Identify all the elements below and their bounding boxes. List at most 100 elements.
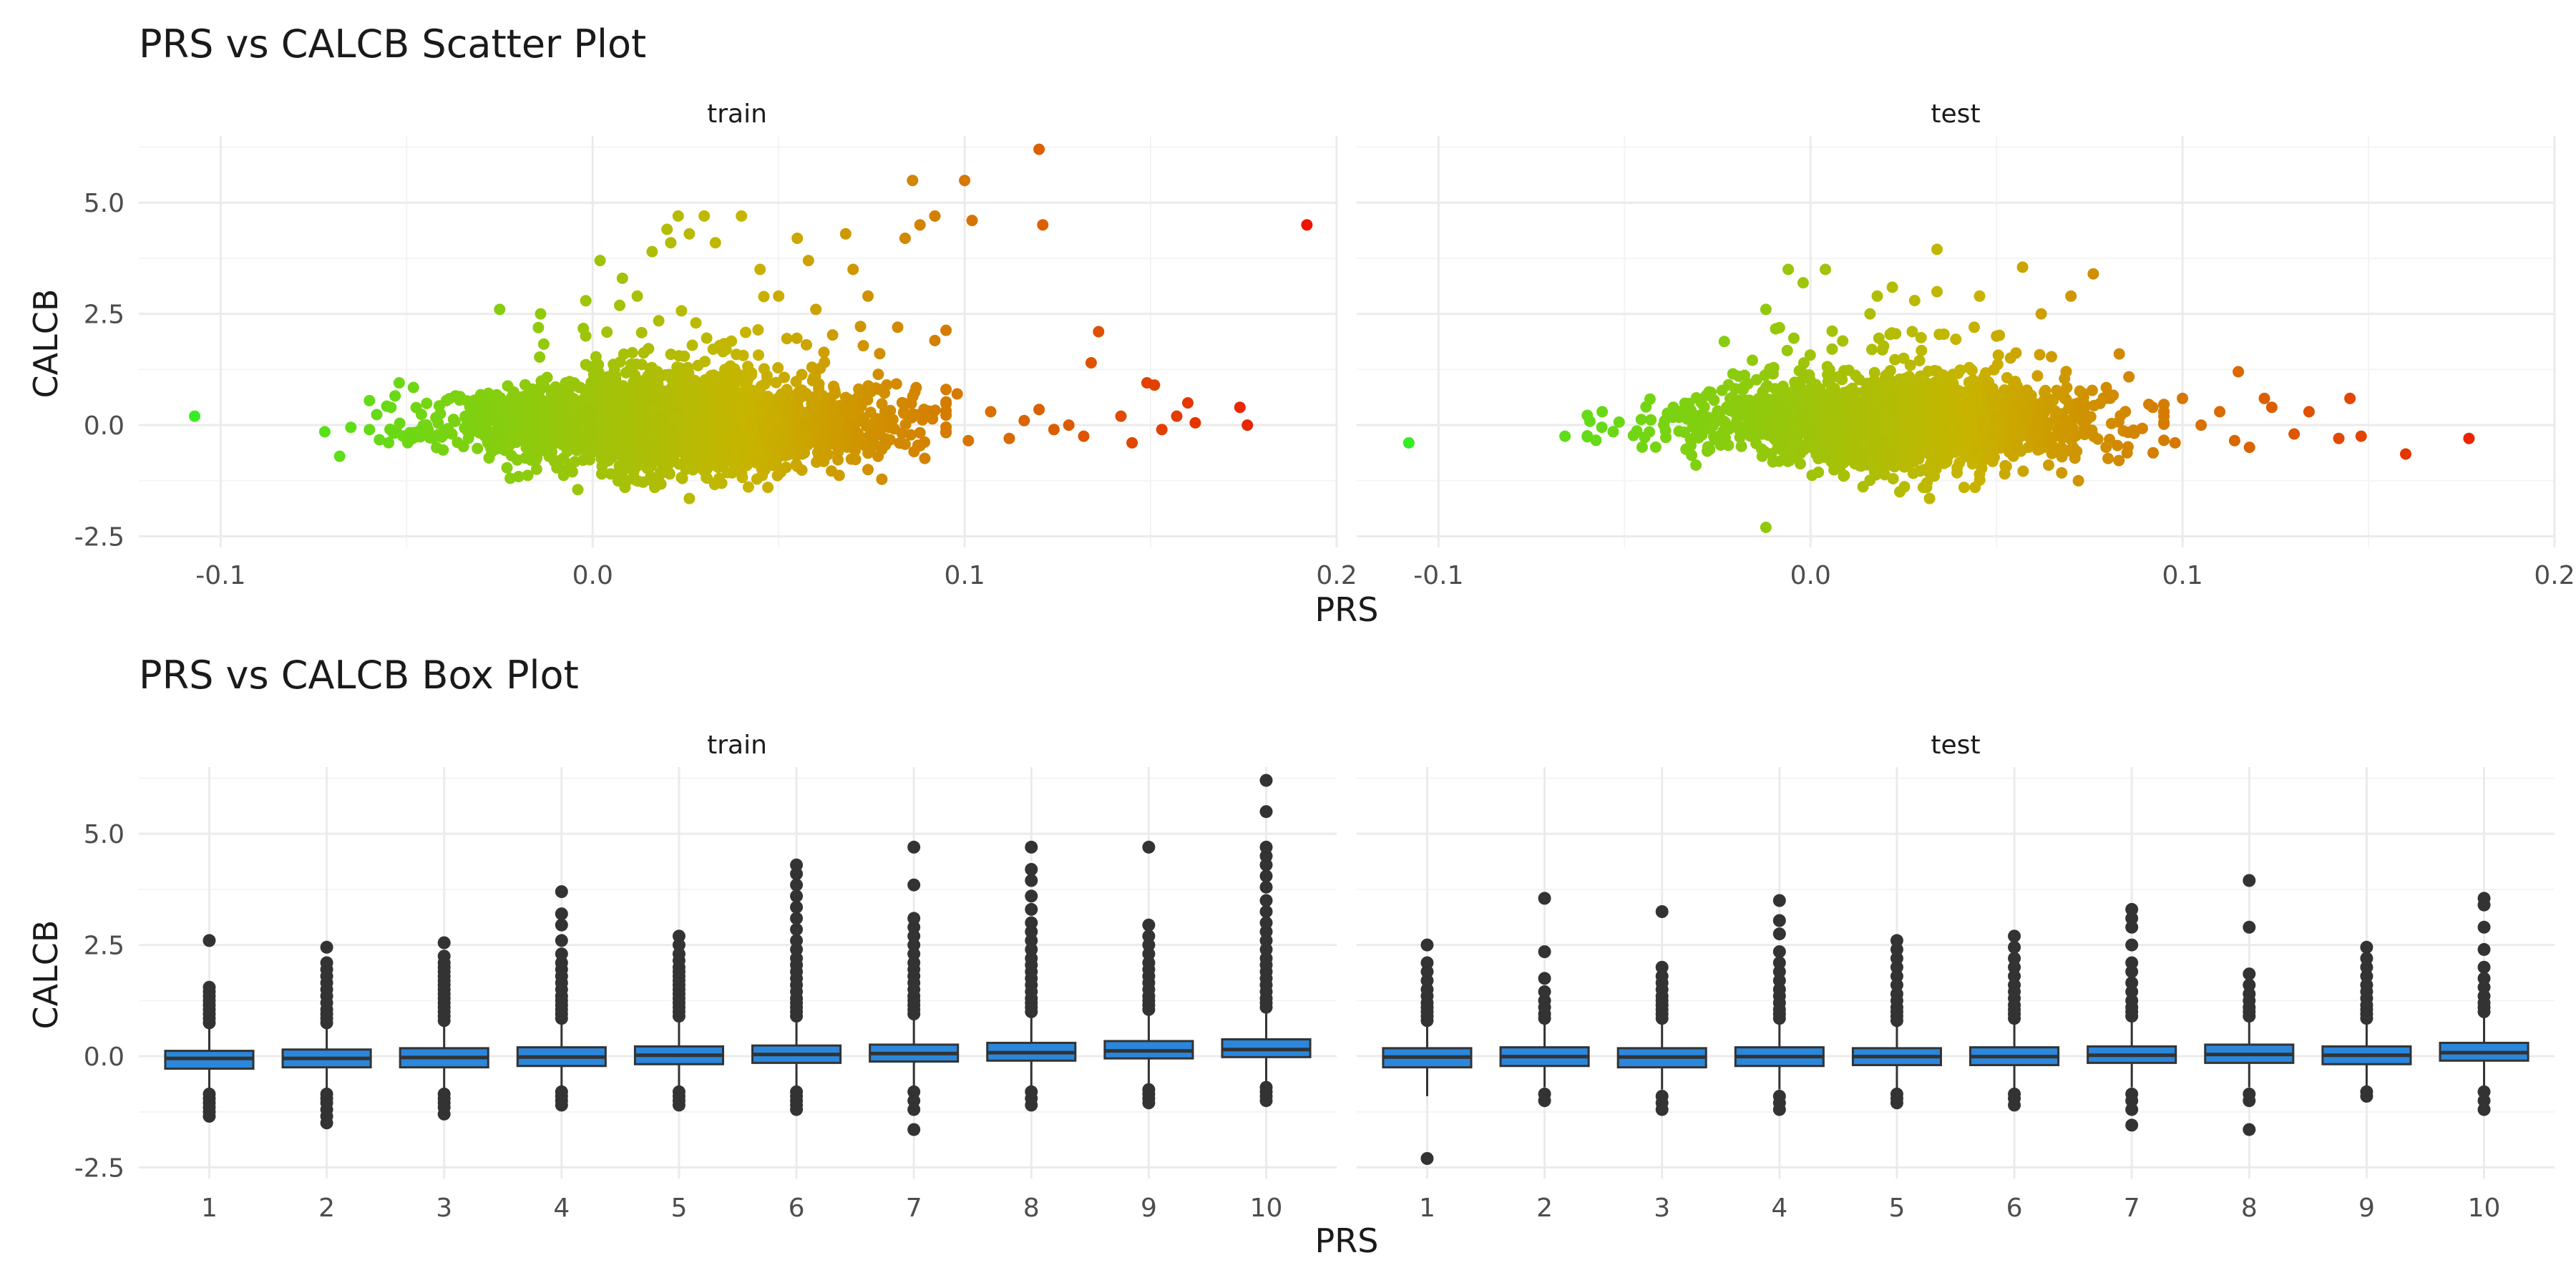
scatter-point bbox=[2078, 398, 2090, 410]
box-outlier bbox=[1259, 1094, 1273, 1108]
scatter-point bbox=[638, 434, 649, 446]
scatter-point bbox=[1926, 398, 1938, 410]
scatter-point bbox=[487, 435, 499, 447]
box-outlier bbox=[1259, 869, 1273, 883]
scatter-point bbox=[1906, 326, 1918, 338]
box-x-tick-label: 10 bbox=[1250, 1194, 1283, 1223]
scatter-point bbox=[535, 442, 547, 454]
scatter-point bbox=[1981, 439, 1992, 452]
box-y-tick-label: 5.0 bbox=[84, 820, 125, 849]
scatter-point bbox=[1078, 430, 1090, 442]
scatter-point bbox=[2113, 454, 2125, 467]
scatter-point bbox=[1863, 419, 1875, 431]
scatter-point bbox=[2034, 419, 2046, 431]
scatter-point bbox=[1738, 381, 1750, 393]
box-outlier bbox=[1025, 840, 1038, 854]
scatter-point bbox=[551, 462, 563, 474]
scatter-point bbox=[879, 433, 892, 445]
scatter-point bbox=[527, 390, 539, 402]
scatter-point bbox=[534, 351, 546, 363]
scatter-point bbox=[1958, 482, 1970, 494]
scatter-point bbox=[1018, 414, 1030, 426]
box-outlier bbox=[1420, 1152, 1434, 1165]
scatter-point bbox=[761, 375, 773, 387]
scatter-point bbox=[2072, 474, 2084, 487]
scatter-point bbox=[502, 417, 514, 429]
scatter-point bbox=[1797, 277, 1809, 289]
scatter-point bbox=[494, 303, 506, 316]
scatter-point bbox=[2010, 347, 2022, 359]
scatter-x-tick-label: 0.1 bbox=[944, 561, 985, 590]
scatter-point bbox=[766, 433, 778, 444]
box-outlier bbox=[1142, 930, 1156, 943]
scatter-point bbox=[1782, 263, 1795, 275]
scatter-point bbox=[929, 210, 941, 222]
scatter-point bbox=[2039, 384, 2051, 396]
scatter-title: PRS vs CALCB Scatter Plot bbox=[139, 21, 646, 67]
scatter-point bbox=[1820, 263, 1831, 275]
scatter-point bbox=[2065, 290, 2077, 302]
scatter-point bbox=[2355, 430, 2367, 442]
scatter-point bbox=[2105, 417, 2117, 429]
scatter-point bbox=[696, 463, 708, 475]
scatter-point bbox=[538, 381, 550, 393]
scatter-point bbox=[701, 332, 713, 344]
scatter-point bbox=[1802, 426, 1814, 438]
scatter-point bbox=[2463, 432, 2475, 444]
scatter-point bbox=[410, 401, 422, 414]
scatter-point bbox=[2087, 268, 2099, 280]
scatter-point bbox=[2195, 419, 2207, 431]
scatter-point bbox=[1865, 406, 1878, 419]
scatter-point bbox=[828, 380, 839, 392]
scatter-point bbox=[2054, 388, 2066, 400]
scatter-point bbox=[738, 452, 751, 464]
scatter-point bbox=[2169, 436, 2181, 449]
scatter-point bbox=[892, 321, 904, 333]
scatter-point bbox=[1944, 371, 1956, 383]
scatter-y-tick-label: 0.0 bbox=[84, 411, 125, 441]
scatter-point bbox=[601, 326, 613, 338]
scatter-point bbox=[1976, 462, 1988, 474]
scatter-point bbox=[1977, 423, 1989, 435]
scatter-point bbox=[690, 426, 702, 439]
box-title: PRS vs CALCB Box Plot bbox=[139, 653, 579, 698]
scatter-point bbox=[638, 409, 650, 421]
scatter-point bbox=[1777, 403, 1788, 415]
box-outlier bbox=[1259, 840, 1273, 854]
scatter-point bbox=[1761, 380, 1773, 391]
scatter-point bbox=[683, 367, 695, 379]
scatter-point bbox=[1148, 379, 1161, 391]
scatter-point bbox=[701, 472, 713, 484]
scatter-point bbox=[1951, 462, 1963, 474]
scatter-point bbox=[512, 391, 525, 403]
scatter-point bbox=[1734, 431, 1746, 444]
box-outlier bbox=[555, 907, 568, 921]
scatter-point bbox=[2009, 376, 2021, 388]
scatter-point bbox=[479, 413, 492, 425]
scatter-point bbox=[393, 377, 405, 389]
scatter-point bbox=[628, 415, 640, 427]
box-outlier bbox=[320, 956, 333, 970]
scatter-point bbox=[1919, 382, 1931, 394]
box-x-tick-label: 5 bbox=[670, 1194, 687, 1223]
scatter-point bbox=[914, 219, 926, 231]
scatter-point bbox=[371, 409, 383, 421]
scatter-point bbox=[688, 454, 701, 466]
scatter-point bbox=[813, 441, 825, 453]
box-facet-label-test: test bbox=[1931, 731, 1980, 760]
scatter-point bbox=[914, 426, 926, 439]
box-x-tick-label: 8 bbox=[1023, 1194, 1040, 1223]
scatter-point bbox=[576, 409, 588, 421]
scatter-point bbox=[801, 338, 812, 351]
scatter-point bbox=[511, 454, 523, 466]
scatter-point bbox=[1866, 343, 1878, 356]
scatter-point bbox=[580, 358, 592, 371]
scatter-point bbox=[940, 396, 952, 408]
scatter-point bbox=[706, 448, 718, 460]
scatter-point bbox=[1627, 429, 1639, 441]
scatter-point bbox=[1786, 386, 1797, 399]
scatter-point bbox=[1885, 327, 1898, 339]
scatter-point bbox=[1826, 343, 1838, 355]
scatter-point bbox=[2062, 428, 2074, 440]
scatter-point bbox=[799, 447, 811, 459]
